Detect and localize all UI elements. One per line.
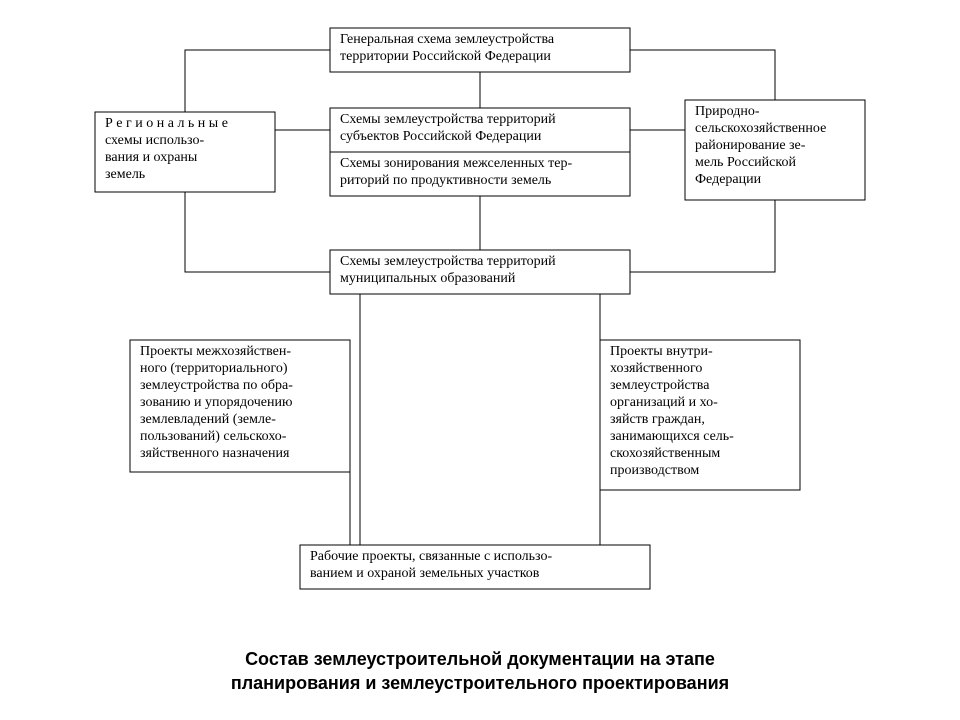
caption: Состав землеустроительной документации н… <box>231 649 729 693</box>
node-text-line: муниципальных образований <box>340 271 516 286</box>
node-n7: Проекты межхозяйствен-ного (территориаль… <box>130 340 350 472</box>
node-text-line: схемы использо- <box>105 133 204 148</box>
node-text-line: Федерации <box>695 172 762 187</box>
node-n4: Схемы зонирования межселенных тер-ритори… <box>330 152 630 196</box>
node-text-line: вания и охраны <box>105 150 198 165</box>
node-text-line: занимающихся сель- <box>610 429 734 444</box>
node-text-line: зованию и упорядочению <box>140 395 292 410</box>
node-text-line: Схемы землеустройства территорий <box>340 112 556 127</box>
node-text-line: территории Российской Федерации <box>340 49 551 64</box>
node-n8: Проекты внутри-хозяйственного землеустрой… <box>600 340 800 490</box>
node-text-line: Проекты межхозяйствен- <box>140 344 291 359</box>
node-text-line: хозяйственного <box>610 361 702 376</box>
node-text-line: скохозяйственным <box>610 446 720 461</box>
node-text-line: мель Российской <box>695 155 796 170</box>
node-text-line: зяйств граждан, <box>610 412 705 427</box>
edge-7 <box>630 200 775 272</box>
node-n5: Природно-сельскохозяйственное районирован… <box>685 100 865 200</box>
node-text-line: зяйственного назначения <box>140 446 290 461</box>
node-text-line: Р е г и о н а л ь н ы е <box>105 116 228 131</box>
node-text-line: Проекты внутри- <box>610 344 713 359</box>
node-text-line: пользований) сельскохо- <box>140 429 287 444</box>
node-text-line: Схемы землеустройства территорий <box>340 254 556 269</box>
node-text-line: субъектов Российской Федерации <box>340 129 542 144</box>
edge-4 <box>630 50 775 100</box>
node-n3: Схемы землеустройства территорий субъекто… <box>330 108 630 152</box>
node-text-line: ного (территориального) <box>140 361 288 376</box>
node-n6: Схемы землеустройства территорий муниципа… <box>330 250 630 294</box>
node-n2: Р е г и о н а л ь н ы е схемы использо-ва… <box>95 112 275 192</box>
nodes-layer: Генеральная схема землеустройства террито… <box>95 28 865 589</box>
flowchart-canvas: Генеральная схема землеустройства террито… <box>0 0 960 720</box>
node-text-line: землеустройства <box>610 378 710 393</box>
caption-line: Состав землеустроительной документации н… <box>245 649 715 669</box>
node-text-line: организаций и хо- <box>610 395 718 410</box>
node-text-line: землевладений (земле- <box>140 412 276 427</box>
node-text-line: сельскохозяйственное <box>695 121 826 136</box>
node-text-line: Природно- <box>695 104 760 119</box>
node-text-line: Генеральная схема землеустройства <box>340 32 555 47</box>
node-text-line: ванием и охраной земельных участков <box>310 566 540 581</box>
node-text-line: Схемы зонирования межселенных тер- <box>340 156 572 171</box>
node-n9: Рабочие проекты, связанные с использо-ва… <box>300 545 650 589</box>
node-text-line: риторий по продуктивности земель <box>340 173 551 188</box>
node-text-line: районирование зе- <box>695 138 806 153</box>
node-text-line: земель <box>105 167 145 182</box>
edge-3 <box>185 50 330 112</box>
edge-6 <box>185 192 330 272</box>
node-text-line: Рабочие проекты, связанные с использо- <box>310 549 553 564</box>
node-n1: Генеральная схема землеустройства террито… <box>330 28 630 72</box>
node-text-line: землеустройства по обра- <box>140 378 293 393</box>
caption-line: планирования и землеустроительного проек… <box>231 673 729 693</box>
node-text-line: производством <box>610 463 699 478</box>
